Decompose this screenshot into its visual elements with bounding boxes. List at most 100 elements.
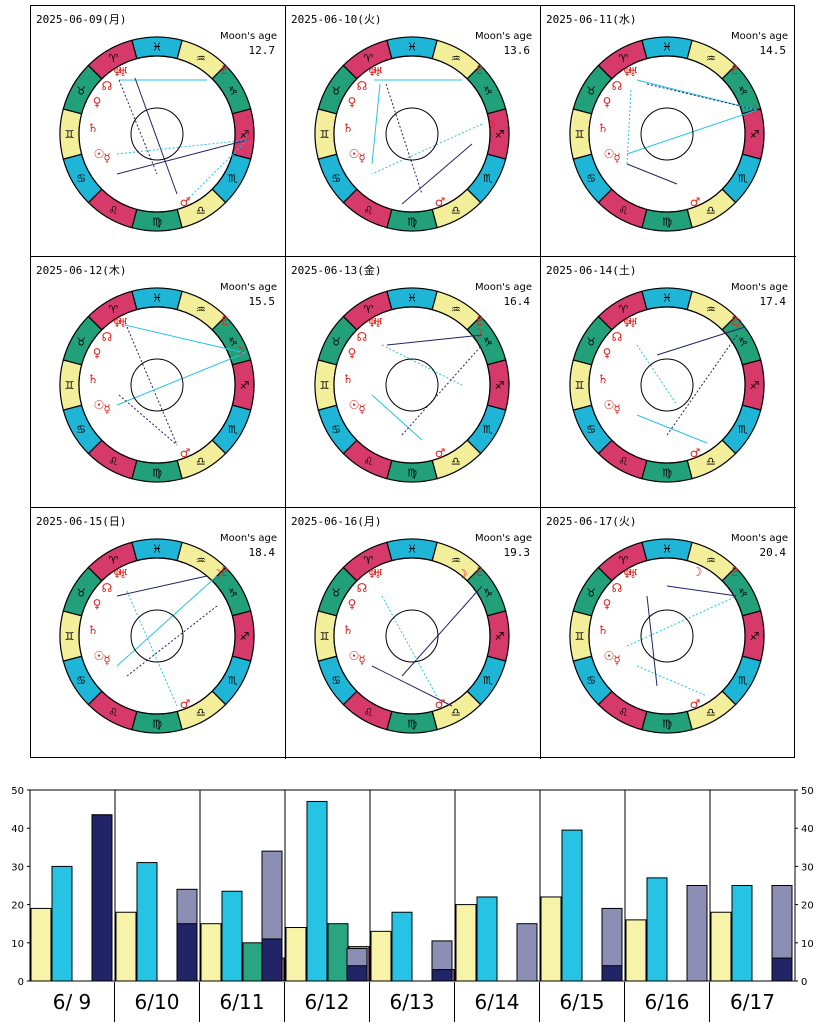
chart-date: 2025-06-13(金) bbox=[291, 264, 382, 277]
sign-glyph: ♒ bbox=[706, 554, 716, 567]
moon-age-value: 15.5 bbox=[248, 295, 276, 308]
sign-glyph: ♑ bbox=[483, 335, 493, 348]
sign-glyph: ♐ bbox=[240, 128, 250, 141]
sign-glyph: ♐ bbox=[495, 630, 505, 643]
sign-glyph: ♉ bbox=[76, 84, 86, 97]
y-tick-label-right: 30 bbox=[801, 862, 814, 873]
date-label: 6/16 bbox=[625, 982, 710, 1022]
aspect-line bbox=[385, 83, 423, 195]
chart-cell: 2025-06-09(月) Moon's age 12.7 ♓ ♒ ♑ ♐ ♏ ♎ ♍ ♌ ♋ ♊ ♉ ♈ ♆… bbox=[31, 6, 286, 257]
sign-glyph: ♉ bbox=[331, 84, 341, 97]
sign-glyph: ♎ bbox=[451, 204, 461, 217]
sign-glyph: ♉ bbox=[76, 586, 86, 599]
planet-glyph: ☊ bbox=[612, 79, 623, 93]
aspect-line bbox=[646, 595, 658, 687]
date-label: 6/15 bbox=[540, 982, 625, 1022]
sign-glyph: ♑ bbox=[228, 586, 238, 599]
sign-glyph: ♓ bbox=[662, 543, 672, 556]
sign-glyph: ♐ bbox=[240, 630, 250, 643]
sign-glyph: ♒ bbox=[451, 52, 461, 65]
chart-cell: 2025-06-13(金) Moon's age 16.4 ♓ ♒ ♑ ♐ ♏ ♎ ♍ ♌ ♋ ♊ ♉ ♈ ♆… bbox=[286, 257, 541, 508]
aspect-line bbox=[626, 595, 738, 647]
planet-glyph: ♅ bbox=[373, 316, 384, 330]
chart-date: 2025-06-15(日) bbox=[36, 515, 127, 528]
sign-glyph: ♐ bbox=[750, 630, 760, 643]
y-tick-label-right: 40 bbox=[801, 824, 814, 835]
planet-glyph: ☽ bbox=[692, 565, 703, 579]
aspect-line bbox=[126, 326, 178, 446]
sign-glyph: ♊ bbox=[320, 379, 330, 392]
planet-glyph: ♇ bbox=[220, 565, 231, 579]
moon-age-label: Moon's age bbox=[475, 31, 532, 42]
planet-glyph: ♀ bbox=[603, 346, 612, 360]
sign-glyph: ♓ bbox=[152, 543, 162, 556]
sign-glyph: ♋ bbox=[331, 674, 341, 687]
inner-circle bbox=[130, 609, 184, 663]
horoscope-wheel: ♓ ♒ ♑ ♐ ♏ ♎ ♍ ♌ ♋ ♊ ♉ ♈♆♅ ♇ ☊♀ ♄ ☉☿ ♂ ☽ bbox=[314, 287, 510, 483]
planet-glyph: ☽ bbox=[748, 103, 759, 117]
chart-date: 2025-06-16(月) bbox=[291, 515, 382, 528]
sign-glyph: ♑ bbox=[483, 84, 493, 97]
y-tick-label-right: 20 bbox=[801, 901, 814, 912]
moon-age-label: Moon's age bbox=[731, 31, 788, 42]
planet-glyph: ☉ bbox=[94, 147, 105, 161]
sign-glyph: ♊ bbox=[320, 128, 330, 141]
planet-glyph: ☊ bbox=[357, 330, 368, 344]
planet-glyph: ♂ bbox=[690, 446, 701, 460]
sign-glyph: ♒ bbox=[451, 303, 461, 316]
sign-glyph: ♎ bbox=[706, 706, 716, 719]
sign-glyph: ♑ bbox=[483, 586, 493, 599]
chart-date: 2025-06-11(水) bbox=[546, 13, 637, 26]
sign-glyph: ♌ bbox=[363, 204, 373, 217]
sign-glyph: ♈ bbox=[108, 52, 118, 65]
sign-glyph: ♑ bbox=[738, 335, 748, 348]
planet-glyph: ♆ bbox=[112, 316, 123, 330]
bar bbox=[91, 814, 113, 982]
moon-age-label: Moon's age bbox=[475, 533, 532, 544]
inner-circle bbox=[385, 609, 439, 663]
sign-glyph: ♏ bbox=[228, 423, 238, 436]
planet-glyph: ♆ bbox=[622, 567, 633, 581]
planet-glyph: ♂ bbox=[180, 195, 191, 209]
planet-glyph: ☽ bbox=[473, 326, 484, 340]
y-tick-label: 50 bbox=[11, 786, 24, 797]
date-label: 6/14 bbox=[455, 982, 540, 1022]
sign-glyph: ♋ bbox=[76, 172, 86, 185]
aspect-line bbox=[126, 605, 218, 677]
planet-glyph: ♄ bbox=[598, 372, 609, 386]
planet-glyph: ♆ bbox=[367, 567, 378, 581]
moon-age-value: 18.4 bbox=[248, 546, 276, 559]
planet-glyph: ☿ bbox=[613, 402, 620, 416]
sign-glyph: ♒ bbox=[196, 52, 206, 65]
sign-glyph: ♐ bbox=[240, 379, 250, 392]
aspect-line bbox=[118, 79, 158, 175]
sign-glyph: ♏ bbox=[483, 172, 493, 185]
bar-chart-date-row: 6/ 9 6/10 6/11 6/12 6/13 6/14 6/15 6/16 6/17 bbox=[30, 982, 795, 1022]
planet-glyph: ♇ bbox=[730, 63, 741, 77]
planet-glyph: ☊ bbox=[102, 79, 113, 93]
planet-glyph: ♅ bbox=[118, 65, 129, 79]
aspect-line bbox=[116, 352, 246, 406]
bar bbox=[30, 907, 52, 982]
sign-glyph: ♌ bbox=[363, 706, 373, 719]
y-tick-label: 40 bbox=[11, 824, 24, 835]
planet-glyph: ♆ bbox=[367, 316, 378, 330]
chart-date: 2025-06-12(木) bbox=[36, 264, 127, 277]
sign-glyph: ♓ bbox=[662, 292, 672, 305]
planet-glyph: ☽ bbox=[234, 344, 245, 358]
sign-glyph: ♋ bbox=[331, 423, 341, 436]
sign-glyph: ♉ bbox=[586, 586, 596, 599]
moon-age-label: Moon's age bbox=[220, 31, 277, 42]
aspect-line bbox=[386, 334, 483, 346]
horoscope-wheel: ♓ ♒ ♑ ♐ ♏ ♎ ♍ ♌ ♋ ♊ ♉ ♈♆♅ ♇ ☊♀ ♄ ☉☿ ♂ ☽ bbox=[569, 36, 765, 232]
planet-glyph: ☿ bbox=[358, 151, 365, 165]
sign-glyph: ♌ bbox=[108, 204, 118, 217]
aspect-line bbox=[371, 123, 483, 175]
inner-circle bbox=[385, 358, 439, 412]
sign-glyph: ♎ bbox=[451, 455, 461, 468]
bar bbox=[370, 930, 392, 982]
planet-glyph: ♂ bbox=[690, 697, 701, 711]
planet-glyph: ♀ bbox=[348, 346, 357, 360]
sign-glyph: ♈ bbox=[618, 303, 628, 316]
aspect-line bbox=[636, 344, 678, 406]
